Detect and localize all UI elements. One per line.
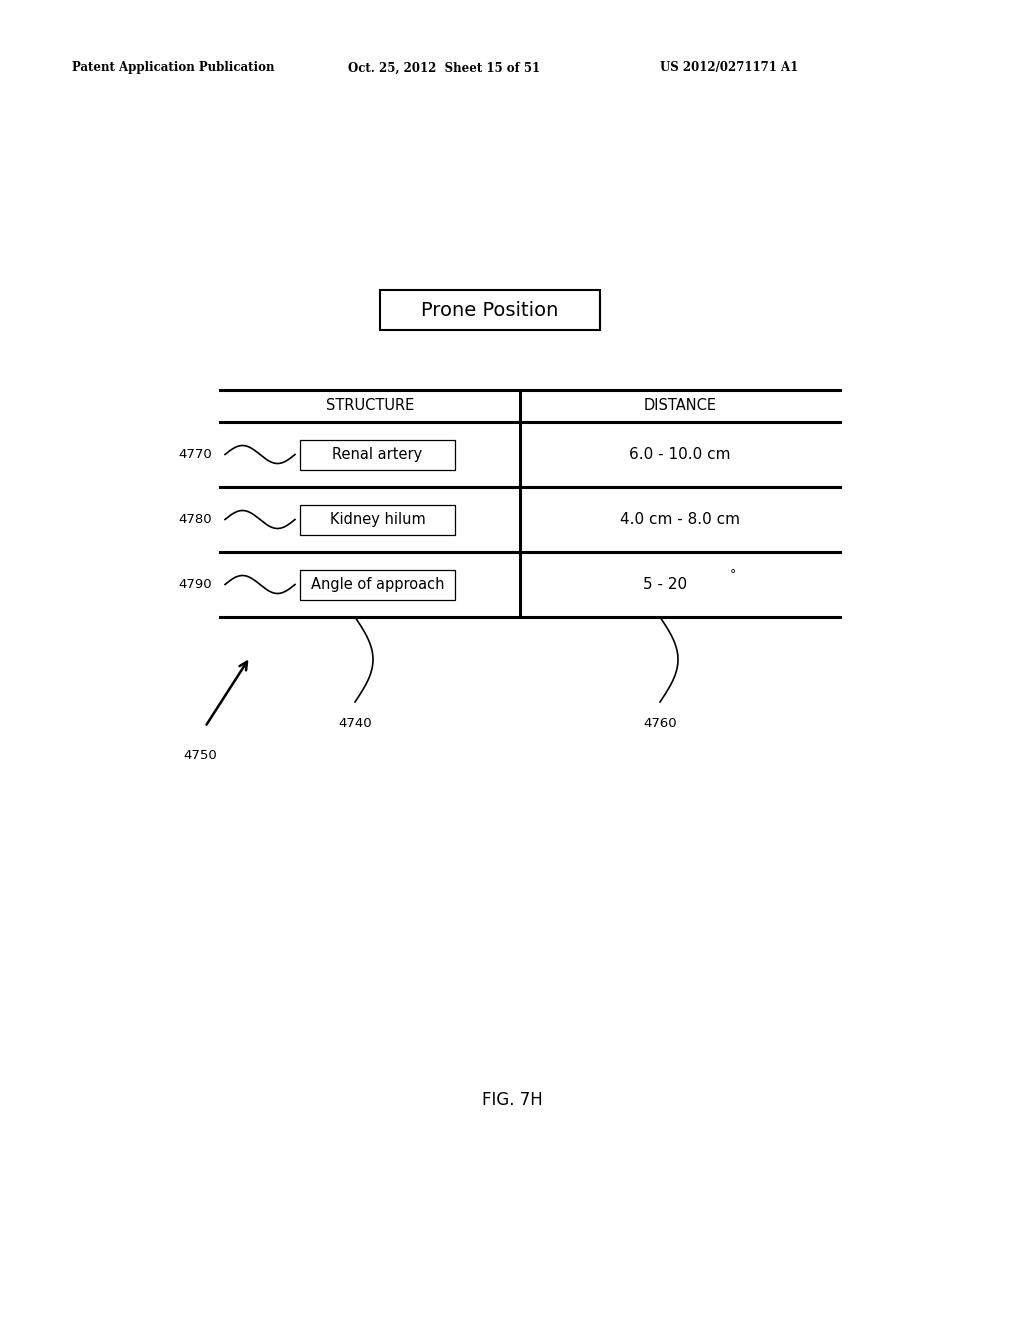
Text: DISTANCE: DISTANCE xyxy=(643,399,717,413)
FancyBboxPatch shape xyxy=(300,569,455,599)
Text: STRUCTURE: STRUCTURE xyxy=(326,399,414,413)
Text: 6.0 - 10.0 cm: 6.0 - 10.0 cm xyxy=(630,447,731,462)
Text: 4760: 4760 xyxy=(643,717,677,730)
Text: US 2012/0271171 A1: US 2012/0271171 A1 xyxy=(660,62,799,74)
Text: Angle of approach: Angle of approach xyxy=(310,577,444,591)
Text: Renal artery: Renal artery xyxy=(333,447,423,462)
Text: 4.0 cm - 8.0 cm: 4.0 cm - 8.0 cm xyxy=(620,512,740,527)
FancyBboxPatch shape xyxy=(380,290,600,330)
Text: 4740: 4740 xyxy=(338,717,372,730)
FancyBboxPatch shape xyxy=(300,504,455,535)
Text: 4790: 4790 xyxy=(178,578,212,591)
Text: Patent Application Publication: Patent Application Publication xyxy=(72,62,274,74)
Text: 4750: 4750 xyxy=(183,748,217,762)
Text: 4780: 4780 xyxy=(178,513,212,525)
Text: 4770: 4770 xyxy=(178,447,212,461)
Text: °: ° xyxy=(730,568,736,581)
Text: FIG. 7H: FIG. 7H xyxy=(481,1092,543,1109)
FancyBboxPatch shape xyxy=(300,440,455,470)
Text: Oct. 25, 2012  Sheet 15 of 51: Oct. 25, 2012 Sheet 15 of 51 xyxy=(348,62,540,74)
Text: Kidney hilum: Kidney hilum xyxy=(330,512,425,527)
Text: Prone Position: Prone Position xyxy=(421,301,559,319)
Text: 5 - 20: 5 - 20 xyxy=(643,577,687,591)
